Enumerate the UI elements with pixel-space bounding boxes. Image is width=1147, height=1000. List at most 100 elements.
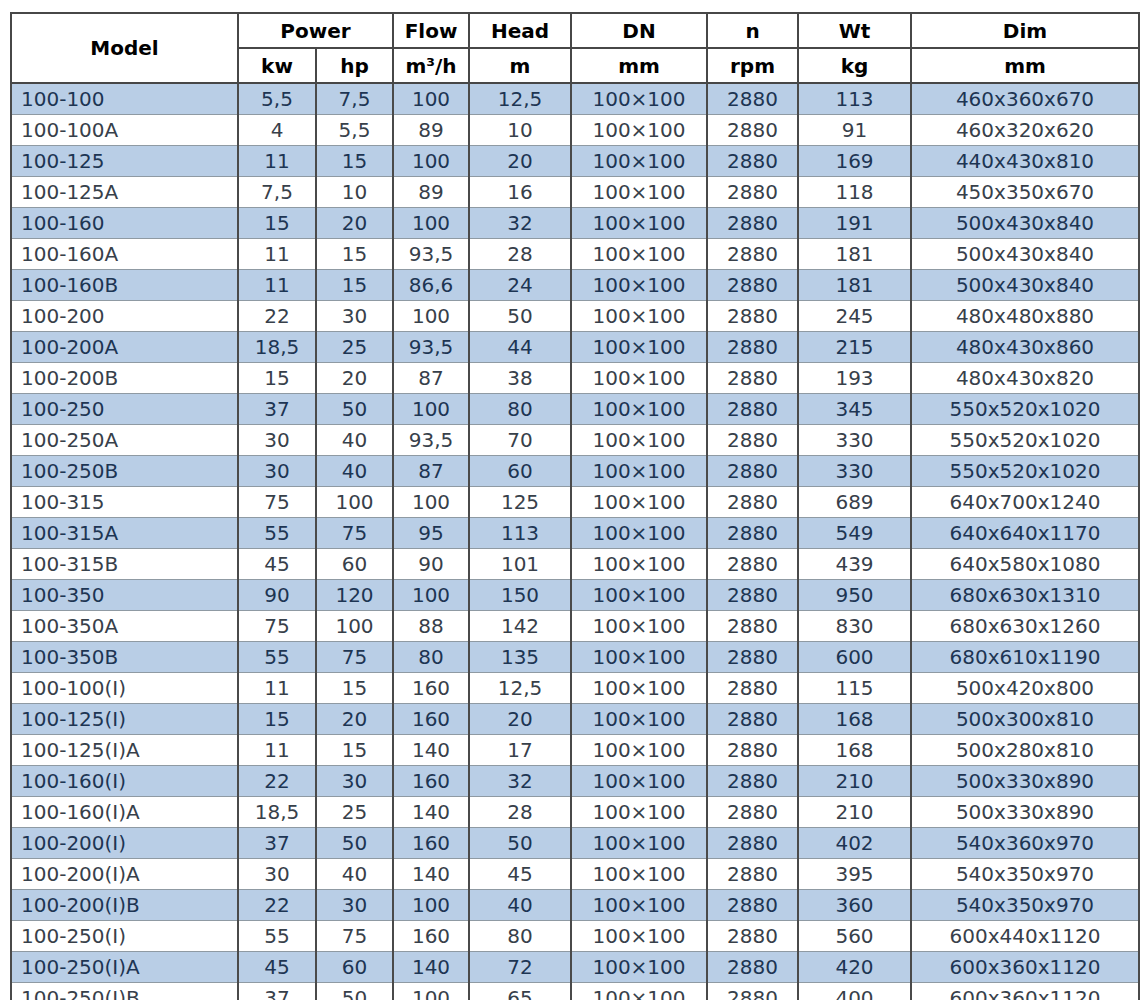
cell-wt: 402 <box>798 828 911 859</box>
cell-wt: 168 <box>798 704 911 735</box>
cell-power-kw: 37 <box>238 828 316 859</box>
table-row: 100-250(I)B 37 50 100 65 100×100 2880 40… <box>11 983 1139 1000</box>
cell-flow: 100 <box>393 83 469 115</box>
cell-dim: 600x360x1120 <box>911 952 1139 983</box>
cell-model: 100-125(I) <box>11 704 238 735</box>
cell-power-hp: 20 <box>316 363 393 394</box>
cell-dim: 500x280x810 <box>911 735 1139 766</box>
cell-rpm: 2880 <box>707 425 798 456</box>
cell-dim: 540x350x970 <box>911 859 1139 890</box>
table-row: 100-250(I)A 45 60 140 72 100×100 2880 42… <box>11 952 1139 983</box>
cell-power-kw: 45 <box>238 952 316 983</box>
cell-dn: 100×100 <box>571 921 707 952</box>
cell-dim: 500x430x840 <box>911 208 1139 239</box>
cell-dim: 460x320x620 <box>911 115 1139 146</box>
cell-dn: 100×100 <box>571 766 707 797</box>
cell-power-kw: 15 <box>238 363 316 394</box>
col-unit-dim: mm <box>911 48 1139 83</box>
cell-wt: 191 <box>798 208 911 239</box>
col-unit-flow: m³/h <box>393 48 469 83</box>
cell-model: 100-125A <box>11 177 238 208</box>
cell-power-kw: 11 <box>238 270 316 301</box>
cell-dn: 100×100 <box>571 549 707 580</box>
table-row: 100-100 5,5 7,5 100 12,5 100×100 2880 11… <box>11 83 1139 115</box>
cell-wt: 210 <box>798 797 911 828</box>
cell-head: 20 <box>469 146 571 177</box>
cell-rpm: 2880 <box>707 115 798 146</box>
cell-dim: 640x700x1240 <box>911 487 1139 518</box>
cell-flow: 93,5 <box>393 332 469 363</box>
col-unit-kw: kw <box>238 48 316 83</box>
cell-head: 17 <box>469 735 571 766</box>
cell-wt: 181 <box>798 239 911 270</box>
table-row: 100-160(I) 22 30 160 32 100×100 2880 210… <box>11 766 1139 797</box>
cell-power-hp: 60 <box>316 952 393 983</box>
cell-power-hp: 120 <box>316 580 393 611</box>
cell-wt: 193 <box>798 363 911 394</box>
cell-dn: 100×100 <box>571 83 707 115</box>
cell-model: 100-125 <box>11 146 238 177</box>
cell-head: 72 <box>469 952 571 983</box>
cell-flow: 160 <box>393 704 469 735</box>
cell-power-hp: 7,5 <box>316 83 393 115</box>
cell-dim: 600x440x1120 <box>911 921 1139 952</box>
cell-dim: 640x640x1170 <box>911 518 1139 549</box>
cell-flow: 160 <box>393 921 469 952</box>
cell-wt: 215 <box>798 332 911 363</box>
cell-flow: 87 <box>393 456 469 487</box>
cell-dim: 480x480x880 <box>911 301 1139 332</box>
col-header-dim: Dim <box>911 13 1139 48</box>
cell-dn: 100×100 <box>571 208 707 239</box>
cell-flow: 93,5 <box>393 425 469 456</box>
cell-power-kw: 55 <box>238 518 316 549</box>
cell-flow: 160 <box>393 766 469 797</box>
cell-head: 32 <box>469 766 571 797</box>
cell-power-kw: 5,5 <box>238 83 316 115</box>
cell-flow: 140 <box>393 797 469 828</box>
cell-rpm: 2880 <box>707 766 798 797</box>
table-row: 100-125 11 15 100 20 100×100 2880 169 44… <box>11 146 1139 177</box>
cell-power-hp: 20 <box>316 704 393 735</box>
cell-rpm: 2880 <box>707 549 798 580</box>
cell-dim: 680x630x1310 <box>911 580 1139 611</box>
cell-rpm: 2880 <box>707 890 798 921</box>
cell-power-kw: 11 <box>238 735 316 766</box>
cell-head: 125 <box>469 487 571 518</box>
cell-dn: 100×100 <box>571 828 707 859</box>
col-header-head: Head <box>469 13 571 48</box>
cell-wt: 400 <box>798 983 911 1000</box>
cell-power-hp: 15 <box>316 673 393 704</box>
cell-power-hp: 40 <box>316 456 393 487</box>
cell-wt: 210 <box>798 766 911 797</box>
table-row: 100-350A 75 100 88 142 100×100 2880 830 … <box>11 611 1139 642</box>
cell-flow: 93,5 <box>393 239 469 270</box>
cell-dim: 640x580x1080 <box>911 549 1139 580</box>
cell-dn: 100×100 <box>571 952 707 983</box>
cell-flow: 86,6 <box>393 270 469 301</box>
col-header-power: Power <box>238 13 393 48</box>
cell-model: 100-350 <box>11 580 238 611</box>
col-header-n: n <box>707 13 798 48</box>
cell-power-kw: 11 <box>238 239 316 270</box>
cell-dn: 100×100 <box>571 487 707 518</box>
cell-flow: 140 <box>393 952 469 983</box>
cell-dn: 100×100 <box>571 642 707 673</box>
cell-rpm: 2880 <box>707 704 798 735</box>
cell-model: 100-160(I)A <box>11 797 238 828</box>
col-header-flow: Flow <box>393 13 469 48</box>
cell-rpm: 2880 <box>707 270 798 301</box>
cell-head: 113 <box>469 518 571 549</box>
cell-power-kw: 4 <box>238 115 316 146</box>
cell-flow: 100 <box>393 394 469 425</box>
cell-rpm: 2880 <box>707 363 798 394</box>
cell-wt: 689 <box>798 487 911 518</box>
cell-head: 142 <box>469 611 571 642</box>
cell-power-kw: 55 <box>238 921 316 952</box>
cell-wt: 950 <box>798 580 911 611</box>
cell-dim: 450x350x670 <box>911 177 1139 208</box>
cell-dim: 540x350x970 <box>911 890 1139 921</box>
cell-wt: 113 <box>798 83 911 115</box>
cell-wt: 168 <box>798 735 911 766</box>
table-row: 100-315B 45 60 90 101 100×100 2880 439 6… <box>11 549 1139 580</box>
cell-power-kw: 75 <box>238 611 316 642</box>
